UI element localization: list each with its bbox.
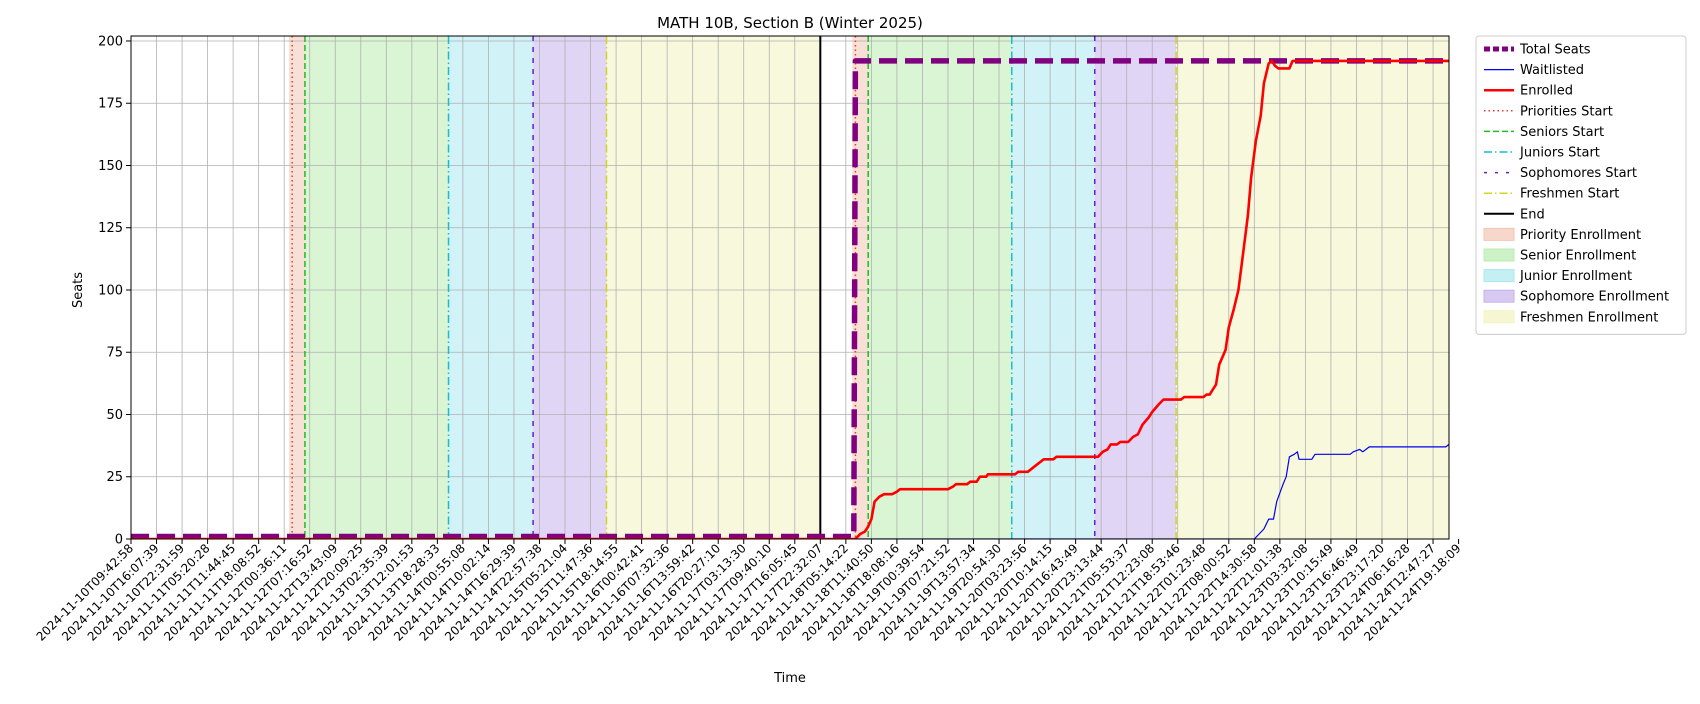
series-waitlisted	[131, 443, 1449, 539]
legend-swatch-sophomore-enrollment	[1483, 289, 1515, 303]
legend-swatch-junior-enrollment	[1483, 269, 1515, 283]
y-tick-label-0: 0	[115, 533, 123, 548]
y-tick-label-8: 200	[98, 34, 123, 49]
y-tick-label-2: 50	[106, 408, 123, 423]
legend-frame	[1475, 35, 1687, 335]
axes-frame	[130, 35, 1450, 540]
legend-label-total-seats: Total Seats	[1519, 43, 1591, 58]
y-tick-label-5: 125	[98, 221, 123, 236]
legend-label-sophomores-start: Sophomores Start	[1520, 166, 1637, 181]
series-enrolled	[131, 59, 1449, 539]
phase-band-sophomore-enrollment-3	[533, 36, 607, 539]
phase-band-freshmen-enrollment-4	[606, 36, 821, 539]
chart-legend: Total Seats Waitlisted Enrolled Priorities …	[1475, 35, 1687, 335]
phase-band-senior-enrollment-6	[868, 36, 1012, 539]
series-group	[131, 58, 1449, 539]
legend-label-end: End	[1520, 207, 1545, 222]
phase-band-junior-enrollment-2	[448, 36, 534, 539]
x-axis-label: Time	[773, 671, 806, 686]
legend-label-priorities-start: Priorities Start	[1520, 104, 1613, 119]
legend-label-freshmen-start: Freshmen Start	[1520, 187, 1619, 202]
legend-swatch-priority-enrollment	[1483, 227, 1515, 241]
y-tick-label-3: 75	[106, 346, 123, 361]
series-total-seats	[131, 58, 1449, 539]
y-tick-label-6: 150	[98, 159, 123, 174]
legend-swatch-freshmen-enrollment	[1483, 310, 1515, 324]
legend-swatch-senior-enrollment	[1483, 248, 1515, 262]
phase-band-freshmen-enrollment-9	[1176, 36, 1449, 539]
legend-label-waitlisted: Waitlisted	[1520, 63, 1584, 78]
y-tick-label-7: 175	[98, 97, 123, 112]
phase-band-junior-enrollment-7	[1011, 36, 1095, 539]
legend-label-juniors-start: Juniors Start	[1519, 146, 1600, 161]
legend-label-enrolled: Enrolled	[1520, 84, 1573, 99]
y-tick-label-1: 25	[106, 470, 123, 485]
plot-area: 02550751001251501752002024-11-10T09:42:5…	[34, 34, 1464, 643]
y-axis-label: Seats	[71, 272, 86, 308]
y-tick-label-4: 100	[98, 283, 123, 298]
legend-label-junior-enrollment: Junior Enrollment	[1519, 269, 1632, 284]
phase-band-priority-enrollment-0	[288, 36, 305, 539]
legend-label-priority-enrollment: Priority Enrollment	[1520, 228, 1641, 243]
legend-label-sophomore-enrollment: Sophomore Enrollment	[1520, 290, 1669, 305]
legend-label-freshmen-enrollment: Freshmen Enrollment	[1520, 310, 1658, 325]
legend-label-senior-enrollment: Senior Enrollment	[1520, 249, 1636, 264]
legend-label-seniors-start: Seniors Start	[1520, 125, 1604, 140]
phase-band-senior-enrollment-1	[304, 36, 449, 539]
chart-title: MATH 10B, Section B (Winter 2025)	[657, 14, 923, 32]
phase-band-sophomore-enrollment-8	[1094, 36, 1177, 539]
